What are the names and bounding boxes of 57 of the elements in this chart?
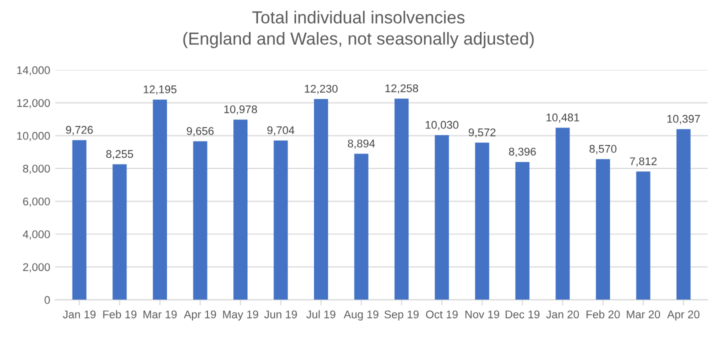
x-tick-label: Jul 19 (306, 310, 336, 318)
y-tick-label: 0 (44, 296, 50, 304)
x-tick-label: Aug 19 (344, 310, 378, 321)
y-tick-label: 12,000 (17, 99, 50, 108)
y-tick-label: 14,000 (17, 66, 50, 76)
bar (193, 141, 208, 300)
bar (515, 162, 530, 300)
data-label: 10,978 (224, 105, 257, 115)
x-tick-label: Jun 19 (264, 310, 297, 318)
x-tick-label: Sep 19 (384, 310, 419, 321)
x-tick-label: Apr 19 (184, 310, 216, 321)
data-label: 12,258 (385, 84, 418, 94)
data-label: 9,572 (468, 128, 496, 138)
bar (314, 99, 328, 300)
bar (233, 120, 248, 300)
bar (354, 154, 368, 300)
x-tick-label: Jan 20 (546, 310, 579, 318)
y-tick-label: 10,000 (17, 132, 50, 142)
bar (112, 164, 127, 300)
data-label: 10,481 (546, 114, 580, 123)
data-label: 8,255 (106, 150, 134, 160)
data-label: 9,656 (186, 127, 214, 136)
x-tick-label: Feb 20 (586, 310, 620, 318)
y-tick-label: 6,000 (23, 198, 50, 207)
bar (394, 98, 409, 300)
x-tick-label: Mar 20 (626, 310, 660, 318)
bar (556, 128, 570, 300)
bar (596, 159, 610, 300)
data-label: 8,894 (348, 140, 375, 149)
data-label: 9,704 (267, 126, 294, 136)
data-label: 12,195 (144, 85, 176, 95)
data-label: 8,570 (590, 144, 616, 154)
x-tick-label: Feb 19 (103, 310, 136, 318)
y-tick-label: 2,000 (23, 263, 50, 272)
x-tick-label: Nov 19 (465, 310, 500, 318)
bar (274, 140, 288, 300)
y-tick-label: 4,000 (22, 230, 50, 240)
data-label: 8,396 (508, 148, 536, 157)
data-label: 10,030 (426, 120, 458, 130)
x-tick-label: Apr 20 (667, 310, 700, 321)
x-tick-label: Oct 19 (426, 310, 458, 318)
data-label: 10,397 (667, 114, 700, 124)
y-tick-label: 8,000 (23, 164, 50, 174)
bar (636, 172, 650, 300)
data-label: 9,726 (66, 126, 93, 136)
x-tick-label: Mar 19 (144, 310, 177, 318)
bar (475, 142, 490, 300)
bar (72, 140, 86, 300)
chart-title: Total individual insolvencies (England and Wales, not seasonally adjusted) (183, 10, 534, 48)
data-label: 7,812 (630, 157, 657, 167)
x-tick-label: Jan 19 (62, 310, 96, 318)
data-label: 12,230 (304, 84, 338, 94)
x-tick-label: May 19 (223, 310, 258, 321)
bar (152, 100, 167, 300)
bar (434, 135, 449, 300)
x-tick-label: Dec 19 (506, 310, 540, 318)
bar (676, 129, 691, 300)
